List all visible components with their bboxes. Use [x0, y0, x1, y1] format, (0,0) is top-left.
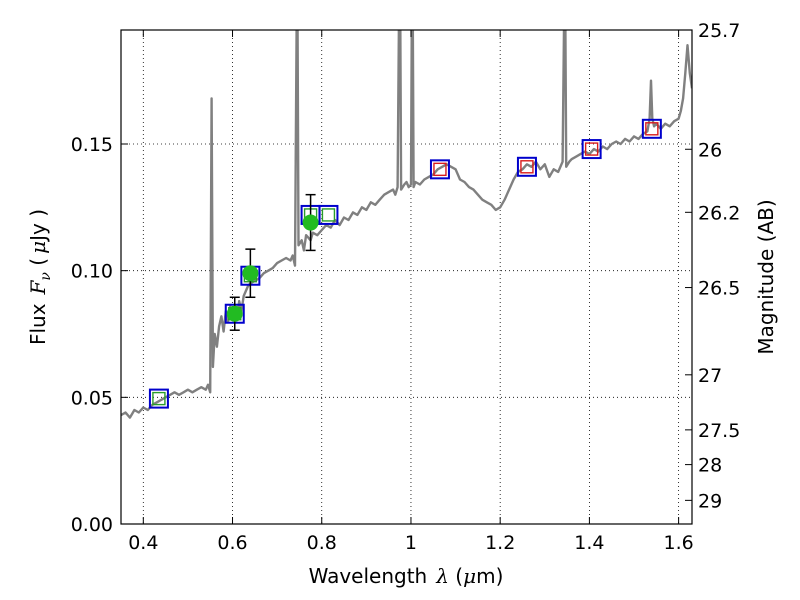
- band-marker-outer: [641, 118, 662, 139]
- x-tick-label: 1.4: [574, 532, 604, 554]
- x-axis-label: Wavelength λ (μm): [309, 564, 504, 588]
- y2-tick-label: 27.5: [698, 420, 740, 442]
- band-marker-outer: [581, 139, 602, 160]
- band-marker-outer: [148, 388, 169, 409]
- axis-ticks: 0.4 0.6 0.8 1 1.2 1.4 1.6 0.00 0.05 0.10 0.15 25.7 2…: [71, 20, 741, 554]
- y-tick-label: 0.05: [71, 387, 113, 409]
- y2-tick-label: 29: [698, 490, 722, 512]
- band-marker-inner: [152, 391, 166, 406]
- x-tick-label: 1.6: [664, 532, 694, 554]
- observed-point: [226, 305, 243, 322]
- x-tick-label: 0.4: [128, 532, 158, 554]
- y2-tick-label: 27: [698, 365, 722, 387]
- y2-tick-label: 26.2: [698, 202, 740, 224]
- y2-axis-label: Magnitude (AB): [754, 199, 778, 354]
- plot-frame: [120, 29, 693, 525]
- band-marker-outer: [318, 204, 339, 225]
- y-axis-label: FluxFν (μJy ): [26, 209, 54, 345]
- y2-tick-label: 25.7: [698, 20, 740, 42]
- observed-point: [242, 265, 259, 282]
- y2-tick-label: 28: [698, 455, 722, 477]
- band-marker-outer: [429, 159, 450, 180]
- x-tick-label: 1: [405, 532, 417, 554]
- band-marker-inner: [520, 160, 534, 174]
- y-tick-label: 0.00: [71, 514, 113, 536]
- band-marker-inner: [584, 142, 599, 156]
- y2-tick-label: 26.5: [698, 278, 740, 300]
- y2-tick-label: 26: [698, 139, 722, 161]
- band-marker-inner: [433, 162, 447, 177]
- band-marker-inner: [321, 208, 336, 222]
- y-tick-label: 0.15: [71, 134, 113, 156]
- markers-layer: [148, 118, 662, 409]
- y-tick-label: 0.10: [71, 261, 113, 283]
- band-marker-outer: [516, 156, 537, 177]
- observed-point: [302, 214, 319, 231]
- x-tick-label: 1.2: [485, 532, 515, 554]
- x-tick-label: 0.8: [307, 532, 337, 554]
- x-tick-label: 0.6: [217, 532, 247, 554]
- band-marker-inner: [645, 122, 659, 136]
